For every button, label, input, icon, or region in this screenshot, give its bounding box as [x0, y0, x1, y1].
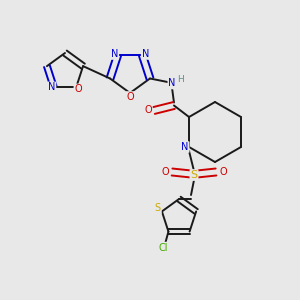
Text: H: H	[178, 75, 184, 84]
Text: N: N	[111, 49, 118, 59]
Text: S: S	[155, 203, 161, 213]
Text: N: N	[168, 79, 176, 88]
Text: O: O	[126, 92, 134, 102]
Text: O: O	[74, 84, 82, 94]
Text: O: O	[144, 106, 152, 116]
Text: O: O	[161, 167, 169, 177]
Text: N: N	[48, 82, 56, 92]
Text: Cl: Cl	[159, 243, 168, 253]
Text: S: S	[190, 170, 198, 180]
Text: N: N	[142, 49, 149, 59]
Text: N: N	[181, 142, 189, 152]
Text: O: O	[219, 167, 227, 177]
